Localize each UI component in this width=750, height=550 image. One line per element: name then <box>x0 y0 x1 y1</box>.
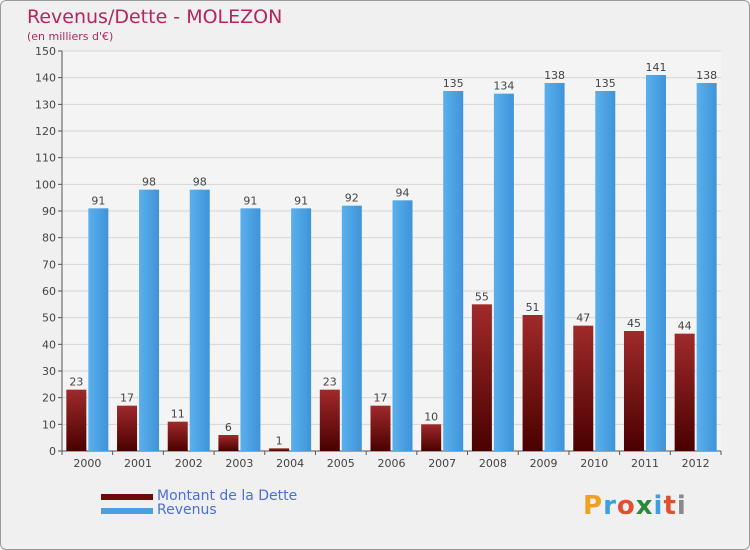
chart-subtitle: (en milliers d'€) <box>27 30 114 43</box>
data-label-revenus: 91 <box>243 194 257 207</box>
bar-dette <box>674 333 695 451</box>
bar-dette <box>167 421 188 451</box>
bar-revenus <box>544 83 565 451</box>
bar-dette <box>117 405 138 451</box>
y-tick-label: 0 <box>49 445 56 458</box>
bar-revenus <box>240 208 261 451</box>
bar-revenus <box>139 189 160 451</box>
legend-label-dette: Montant de la Dette <box>157 488 298 504</box>
bar-revenus <box>341 205 362 451</box>
x-tick-label: 2009 <box>530 457 558 470</box>
bar-dette <box>522 315 543 451</box>
bar-dette <box>370 405 391 451</box>
x-tick-label: 2005 <box>327 457 355 470</box>
y-tick-label: 10 <box>42 418 56 431</box>
bar-dette <box>218 435 239 451</box>
bar-revenus <box>443 91 464 451</box>
x-tick-label: 2006 <box>378 457 406 470</box>
x-tick-label: 2008 <box>479 457 507 470</box>
logo-letter: t <box>663 491 677 521</box>
data-label-dette: 44 <box>678 320 692 333</box>
y-tick-label: 120 <box>35 125 56 138</box>
x-tick-label: 2007 <box>428 457 456 470</box>
y-tick-label: 40 <box>42 338 56 351</box>
y-tick-label: 130 <box>35 98 56 111</box>
legend-label-revenus: Revenus <box>157 502 217 518</box>
bar-revenus <box>392 200 413 451</box>
logo-letter: o <box>616 491 636 521</box>
data-label-revenus: 92 <box>345 192 359 205</box>
bar-dette <box>269 448 290 451</box>
y-tick-label: 30 <box>42 365 56 378</box>
data-label-dette: 11 <box>171 408 185 421</box>
data-label-dette: 23 <box>323 376 337 389</box>
bar-revenus <box>493 93 514 452</box>
data-label-dette: 45 <box>627 317 641 330</box>
bar-revenus <box>645 75 666 451</box>
x-tick-label: 2011 <box>631 457 659 470</box>
y-tick-label: 50 <box>42 312 56 325</box>
plot-area <box>62 51 721 451</box>
bar-revenus <box>595 91 616 451</box>
x-tick-label: 2003 <box>225 457 253 470</box>
y-tick-label: 80 <box>42 232 56 245</box>
x-tick-label: 2012 <box>682 457 710 470</box>
bar-dette <box>471 304 492 451</box>
y-tick-label: 140 <box>35 72 56 85</box>
data-label-revenus: 138 <box>696 69 717 82</box>
chart-title: Revenus/Dette - MOLEZON <box>27 6 283 28</box>
data-label-dette: 55 <box>475 290 489 303</box>
y-tick-label: 100 <box>35 178 56 191</box>
data-label-revenus: 91 <box>91 194 105 207</box>
y-tick-label: 110 <box>35 152 56 165</box>
data-label-revenus: 94 <box>396 186 410 199</box>
data-label-dette: 17 <box>374 392 388 405</box>
data-label-dette: 51 <box>526 301 540 314</box>
data-label-dette: 10 <box>424 410 438 423</box>
bar-dette <box>66 389 87 451</box>
x-tick-label: 2002 <box>175 457 203 470</box>
data-label-dette: 23 <box>69 376 83 389</box>
y-tick-label: 70 <box>42 258 56 271</box>
y-tick-label: 150 <box>35 45 56 58</box>
proxiti-logo: Proxiti <box>583 491 687 521</box>
y-tick-label: 90 <box>42 205 56 218</box>
data-label-dette: 17 <box>120 392 134 405</box>
y-tick-label: 60 <box>42 285 56 298</box>
x-tick-label: 2000 <box>73 457 101 470</box>
data-label-dette: 6 <box>225 421 232 434</box>
bar-revenus <box>88 208 109 451</box>
logo-letter: P <box>583 491 604 521</box>
data-label-revenus: 141 <box>645 61 666 74</box>
x-tick-label: 2010 <box>580 457 608 470</box>
bar-dette <box>319 389 340 451</box>
y-tick-label: 20 <box>42 392 56 405</box>
data-label-revenus: 138 <box>544 69 565 82</box>
logo-letter: x <box>635 491 654 521</box>
bar-dette <box>573 325 594 451</box>
bar-revenus <box>189 189 210 451</box>
data-label-revenus: 98 <box>142 176 156 189</box>
data-label-revenus: 91 <box>294 194 308 207</box>
data-label-revenus: 134 <box>493 80 514 93</box>
bar-dette <box>623 331 644 451</box>
legend-swatch-dette <box>101 494 153 500</box>
x-tick-label: 2001 <box>124 457 152 470</box>
logo-letter: i <box>653 491 664 521</box>
data-label-revenus: 98 <box>193 176 207 189</box>
bar-dette <box>421 424 442 451</box>
logo-letter: i <box>676 491 687 521</box>
legend-swatch-revenus <box>101 508 153 514</box>
x-tick-label: 2004 <box>276 457 304 470</box>
data-label-revenus: 135 <box>443 77 464 90</box>
logo-letter: r <box>603 491 617 521</box>
data-label-dette: 47 <box>576 312 590 325</box>
data-label-revenus: 135 <box>595 77 616 90</box>
data-label-dette: 1 <box>276 434 283 447</box>
bar-revenus <box>291 208 312 451</box>
bar-revenus <box>696 83 717 451</box>
